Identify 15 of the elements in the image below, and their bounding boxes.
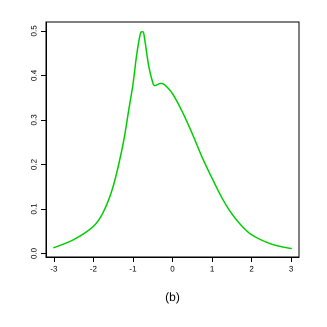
x-tick-label: 3 <box>288 264 294 274</box>
y-tick-label: 0.5 <box>30 24 38 36</box>
x-tick-label: 0 <box>170 264 176 274</box>
y-tick-label: 0.1 <box>30 202 38 214</box>
x-tick-label: 2 <box>249 264 254 274</box>
y-tick-label: 0.2 <box>30 158 38 170</box>
y-tick-label: 0.3 <box>30 114 38 126</box>
line-series <box>53 31 292 250</box>
y-tick-label: 0.0 <box>30 247 38 259</box>
x-tick-label: -1 <box>129 264 138 274</box>
x-tick-label: 1 <box>210 264 215 274</box>
y-tick-label: 0.4 <box>30 69 38 81</box>
x-tick-label: -3 <box>50 264 58 274</box>
x-tick-label: -2 <box>90 264 98 274</box>
x-axis-title: (b) <box>165 290 180 304</box>
